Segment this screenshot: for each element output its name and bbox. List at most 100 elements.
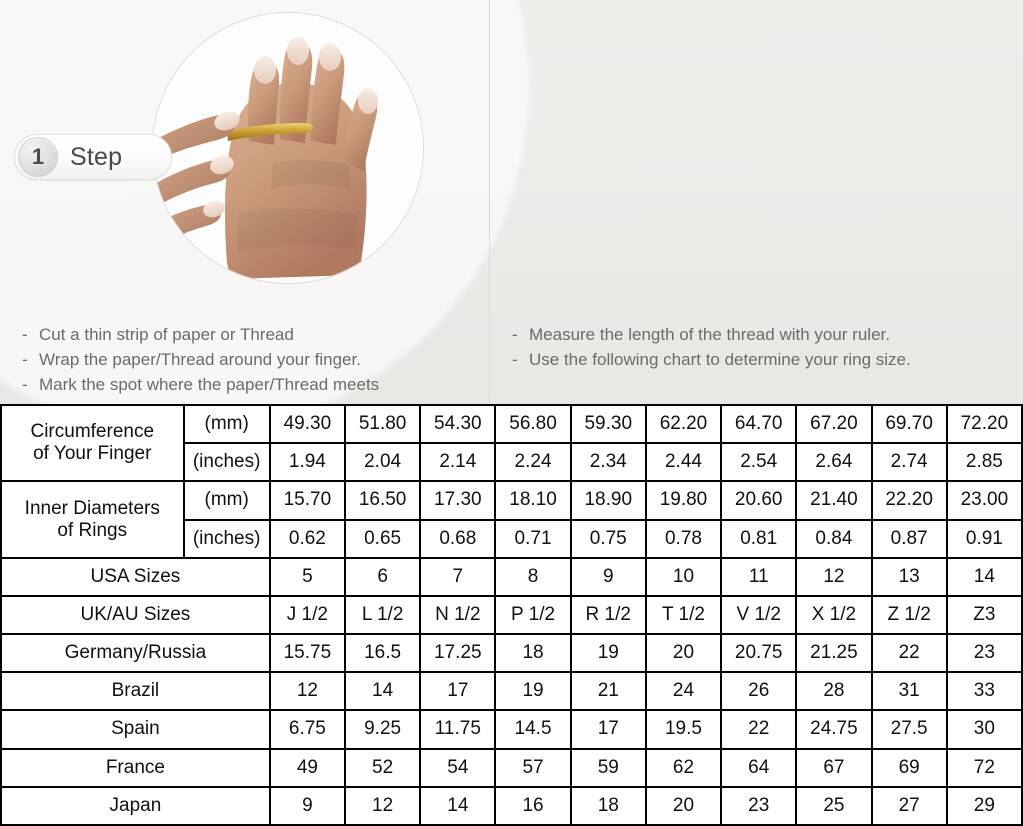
list-item: - Use the following chart to determine y…: [512, 347, 1012, 372]
table-cell: 0.91: [945, 518, 1023, 559]
table-cell: 22: [870, 633, 948, 674]
row-label: Spain: [0, 709, 271, 750]
table-cell: 72: [945, 747, 1023, 788]
table-cell: 16.5: [343, 633, 422, 674]
table-cell: 9.25: [343, 709, 422, 750]
table-cell: 20: [644, 785, 723, 826]
bullet-dash: -: [512, 350, 518, 369]
table-cell: 2.24: [494, 442, 572, 483]
instruction-text: Mark the spot where the paper/Thread mee…: [39, 375, 380, 394]
row-unit: (inches): [182, 518, 271, 559]
table-cell: 20: [644, 633, 723, 674]
table-cell: 2.64: [795, 442, 873, 483]
step-1-number: 1: [18, 137, 58, 177]
table-cell: 2.04: [343, 442, 422, 483]
table-cell: 17.25: [419, 633, 497, 674]
table-cell: 21: [569, 671, 647, 712]
instruction-text: Measure the length of the thread with yo…: [529, 325, 890, 344]
table-cell: 59.30: [569, 403, 647, 445]
table-cell: 1.94: [268, 442, 347, 483]
table-cell: 12: [343, 785, 422, 826]
row-unit: (mm): [182, 480, 271, 521]
instructions-area: 1 Step - Cut a thin strip of paper or Th…: [0, 0, 1023, 404]
table-cell: 52: [343, 747, 422, 788]
step-1-photo: [152, 12, 424, 284]
table-cell: 9: [569, 556, 647, 597]
table-cell: 54: [419, 747, 497, 788]
table-cell: 69: [870, 747, 948, 788]
table-cell: Z 1/2: [870, 594, 948, 636]
table-row: Germany/Russia 15.75 16.5 17.25 18 19 20 20.75 2…: [0, 633, 1023, 674]
step-2-panel: 1 2 3 2 Step - Measure the length of the…: [490, 0, 1023, 404]
table-cell: 14: [343, 671, 422, 712]
table-cell: T 1/2: [644, 594, 723, 636]
table-row: Japan 9 12 14 16 18 20 23 25 27 29: [0, 785, 1023, 826]
bullet-dash: -: [22, 325, 28, 344]
table-cell: 67: [795, 747, 873, 788]
table-cell: 14: [419, 785, 497, 826]
table-cell: 14: [945, 556, 1023, 597]
instruction-text: Use the following chart to determine you…: [529, 350, 911, 369]
table-cell: 19: [494, 671, 572, 712]
table-cell: 0.62: [268, 518, 347, 559]
table-cell: 49: [268, 747, 347, 788]
table-cell: 14.5: [494, 709, 572, 750]
table-cell: 18: [569, 785, 647, 826]
table-cell: 17: [419, 671, 497, 712]
table-cell: 17: [569, 709, 647, 750]
table-cell: 22.20: [870, 480, 948, 521]
table-cell: 16.50: [343, 480, 422, 521]
table-row: Spain 6.75 9.25 11.75 14.5 17 19.5 22 24.75 27.5 3…: [0, 709, 1023, 750]
table-cell: 23: [945, 633, 1023, 674]
row-label: Inner Diameters of Rings: [0, 480, 185, 559]
table-cell: 13: [870, 556, 948, 597]
table-cell: 20.60: [720, 480, 798, 521]
list-item: - Measure the length of the thread with …: [512, 322, 1012, 347]
table-row: (inches) 1.94 2.04 2.14 2.24 2.34 2.44 2.54 2.64…: [1, 442, 1023, 483]
table-row: UK/AU Sizes J 1/2 L 1/2 N 1/2 P 1/2 R 1/2 T 1/…: [0, 594, 1023, 636]
table-cell: 22: [720, 709, 798, 750]
ring-size-chart: Circumference of Your Finger (mm) 49.30 51.8…: [0, 403, 1023, 826]
table-cell: 9: [268, 785, 347, 826]
table-cell: 59: [569, 747, 647, 788]
step-1-label: Step: [70, 142, 123, 171]
table-cell: 16: [494, 785, 572, 826]
panel-divider: [489, 0, 490, 404]
table-cell: 27.5: [870, 709, 948, 750]
table-cell: 33: [945, 671, 1023, 712]
step-2-instruction-list: - Measure the length of the thread with …: [512, 322, 1012, 372]
row-label: Germany/Russia: [0, 633, 271, 674]
table-cell: 7: [419, 556, 497, 597]
table-cell: 15.70: [268, 480, 347, 521]
table-cell: 2.14: [419, 442, 497, 483]
table-cell: 12: [795, 556, 873, 597]
table-cell: 24: [644, 671, 723, 712]
table-cell: P 1/2: [494, 594, 572, 636]
table-row: Brazil 12 14 17 19 21 24 26 28 31 33: [0, 671, 1023, 712]
table-row: (inches) 0.62 0.65 0.68 0.71 0.75 0.78 0.81 0.84…: [1, 518, 1023, 559]
row-unit: (inches): [182, 442, 271, 483]
row-label: UK/AU Sizes: [0, 594, 271, 636]
table-cell: 19: [569, 633, 647, 674]
table-cell: J 1/2: [268, 594, 347, 636]
table-row: Inner Diameters of Rings (mm) 15.70 16.50 17.…: [0, 480, 1023, 559]
table-cell: 0.75: [569, 518, 647, 559]
list-item: - Cut a thin strip of paper or Thread: [22, 322, 477, 347]
table-cell: X 1/2: [795, 594, 873, 636]
instruction-text: Wrap the paper/Thread around your finger…: [39, 350, 361, 369]
table-cell: L 1/2: [343, 594, 422, 636]
table-row: USA Sizes 5 6 7 8 9 10 11 12 13 14: [0, 556, 1023, 597]
list-item: - Wrap the paper/Thread around your fing…: [22, 347, 477, 372]
table-cell: 62: [644, 747, 723, 788]
table-cell: 0.65: [343, 518, 422, 559]
table-cell: 10: [644, 556, 723, 597]
table-cell: 12: [268, 671, 347, 712]
gold-ring-band: [227, 123, 313, 141]
table-cell: 17.30: [419, 480, 497, 521]
table-cell: 8: [494, 556, 572, 597]
table-row: France 49 52 54 57 59 62 64 67 69 72: [0, 747, 1023, 788]
table-cell: 62.20: [644, 403, 723, 445]
bullet-dash: -: [512, 325, 518, 344]
table-cell: 19.5: [644, 709, 723, 750]
